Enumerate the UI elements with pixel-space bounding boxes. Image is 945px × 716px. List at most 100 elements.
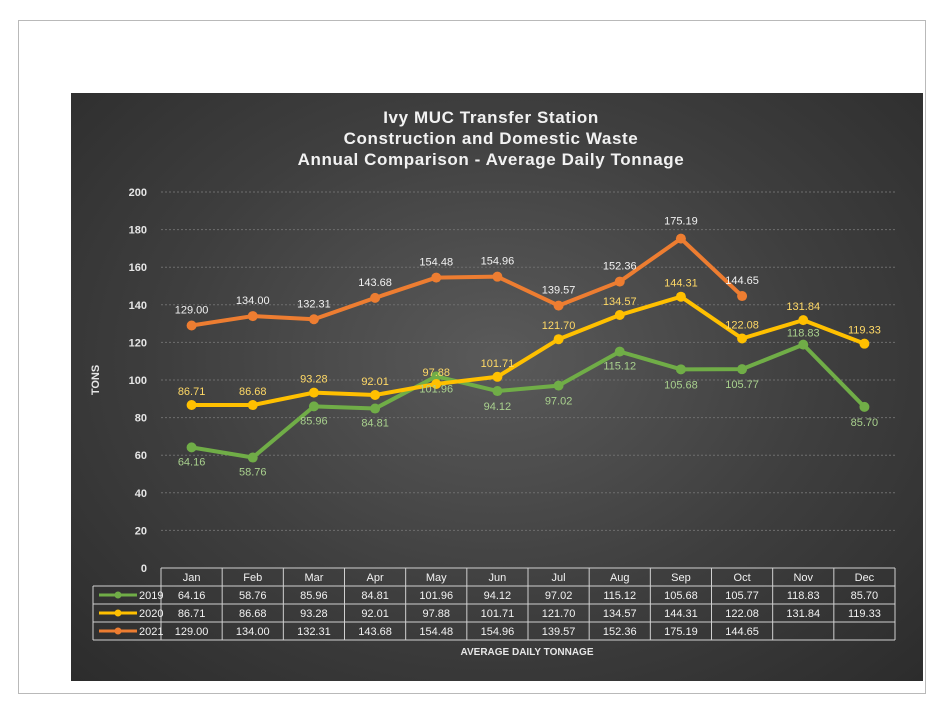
table-cell: 144.31 [664, 608, 698, 620]
data-point-2020 [737, 333, 748, 344]
x-tick-label: Jul [552, 572, 566, 584]
table-cell: 101.96 [419, 590, 453, 602]
table-cell: 118.83 [787, 590, 820, 602]
legend-label: 2020 [139, 608, 163, 620]
data-point-2021 [492, 271, 503, 282]
data-label-2021: 152.36 [603, 261, 637, 273]
y-tick-label: 200 [129, 187, 147, 199]
data-label-2020: 86.68 [239, 386, 267, 398]
table-cell: 93.28 [300, 608, 328, 620]
data-label-2020: 86.71 [178, 386, 206, 398]
x-tick-label: Mar [304, 572, 323, 584]
chart-frame: Ivy MUC Transfer Station Construction and… [18, 20, 926, 694]
data-label-2021: 129.00 [175, 304, 209, 316]
data-label-2019: 94.12 [484, 401, 512, 413]
x-tick-label: Jun [489, 572, 507, 584]
data-label-2019: 115.12 [603, 361, 636, 373]
table-cell: 101.71 [481, 608, 515, 620]
x-tick-label: Dec [855, 572, 875, 584]
data-label-2020: 97.88 [422, 367, 450, 379]
data-label-2021: 132.31 [297, 298, 331, 310]
table-cell: 132.31 [297, 626, 331, 638]
data-label-2020: 144.31 [664, 278, 698, 290]
table-cell: 92.01 [361, 608, 389, 620]
legend-swatch-marker [114, 627, 122, 635]
data-point-2020 [614, 310, 625, 321]
y-axis-label: TONS [90, 365, 102, 395]
data-label-2021: 143.68 [358, 277, 392, 289]
data-point-2021 [186, 320, 197, 331]
legend-label: 2019 [139, 590, 163, 602]
data-label-2019: 84.81 [361, 418, 389, 430]
table-cell: 122.08 [725, 608, 759, 620]
x-tick-label: Jan [183, 572, 201, 584]
table-cell: 85.96 [300, 590, 328, 602]
table-cell: 86.71 [178, 608, 206, 620]
data-label-2020: 131.84 [786, 301, 820, 313]
table-cell: 152.36 [603, 626, 637, 638]
table-cell: 97.02 [545, 590, 573, 602]
table-cell: 64.16 [178, 590, 206, 602]
table-cell: 139.57 [542, 626, 576, 638]
data-label-2019: 105.68 [664, 379, 698, 391]
data-label-2020: 119.33 [848, 325, 881, 337]
table-cell: 134.57 [603, 608, 637, 620]
table-cell: 115.12 [603, 590, 636, 602]
data-point-2021 [247, 311, 258, 322]
table-cell: 85.70 [851, 590, 879, 602]
data-point-2021 [614, 276, 625, 287]
data-label-2020: 93.28 [300, 374, 328, 386]
data-point-2020 [247, 400, 258, 411]
x-axis-label: AVERAGE DAILY TONNAGE [461, 647, 594, 658]
line-chart: Ivy MUC Transfer Station Construction and… [90, 108, 896, 658]
table-cell: 94.12 [484, 590, 512, 602]
data-label-2019: 64.16 [178, 456, 206, 468]
table-cell: 154.48 [419, 626, 453, 638]
data-point-2021 [370, 292, 381, 303]
data-label-2019: 97.02 [545, 396, 573, 408]
table-cell: 121.70 [542, 608, 576, 620]
x-tick-label: Aug [610, 572, 630, 584]
data-point-2021 [553, 300, 564, 311]
y-tick-label: 0 [141, 563, 147, 575]
data-label-2021: 154.96 [481, 256, 515, 268]
data-point-2021 [308, 314, 319, 325]
data-label-2021: 139.57 [542, 285, 576, 297]
data-point-2019 [492, 386, 503, 397]
table-cell: 97.88 [422, 608, 450, 620]
data-point-2020 [798, 315, 809, 326]
legend-label: 2021 [139, 626, 163, 638]
series-line-2020 [191, 294, 866, 408]
table-cell: 154.96 [481, 626, 515, 638]
data-point-2019 [675, 364, 686, 375]
data-point-2019 [431, 371, 442, 382]
table-cell: 86.68 [239, 608, 267, 620]
chart-title-line: Ivy MUC Transfer Station [383, 108, 599, 127]
chart-title-line: Construction and Domestic Waste [344, 129, 639, 148]
table-cell: 143.68 [358, 626, 392, 638]
data-point-2019 [308, 401, 319, 412]
data-point-2020 [186, 399, 197, 410]
x-tick-label: Sep [671, 572, 691, 584]
data-label-2019: 58.76 [239, 467, 267, 479]
y-tick-label: 100 [129, 375, 147, 387]
table-cell: 134.00 [236, 626, 270, 638]
x-tick-label: Feb [243, 572, 262, 584]
series-line-2021 [191, 236, 744, 328]
data-point-2020 [675, 291, 686, 302]
data-point-2019 [370, 403, 381, 414]
data-label-2019: 118.83 [787, 328, 820, 340]
table-cell: 84.81 [361, 590, 389, 602]
data-label-2021: 144.65 [725, 275, 759, 287]
data-label-2021: 175.19 [664, 216, 698, 228]
table-cell: 129.00 [175, 626, 209, 638]
legend-swatch-marker [114, 609, 122, 617]
chart-title-line: Annual Comparison - Average Daily Tonnag… [298, 150, 685, 169]
table-cell: 105.68 [664, 590, 698, 602]
table-cell: 105.77 [725, 590, 759, 602]
data-point-2019 [798, 339, 809, 350]
x-tick-label: Nov [793, 572, 813, 584]
table-cell: 144.65 [725, 626, 759, 638]
y-tick-label: 20 [135, 525, 147, 537]
data-point-2020 [370, 390, 381, 401]
